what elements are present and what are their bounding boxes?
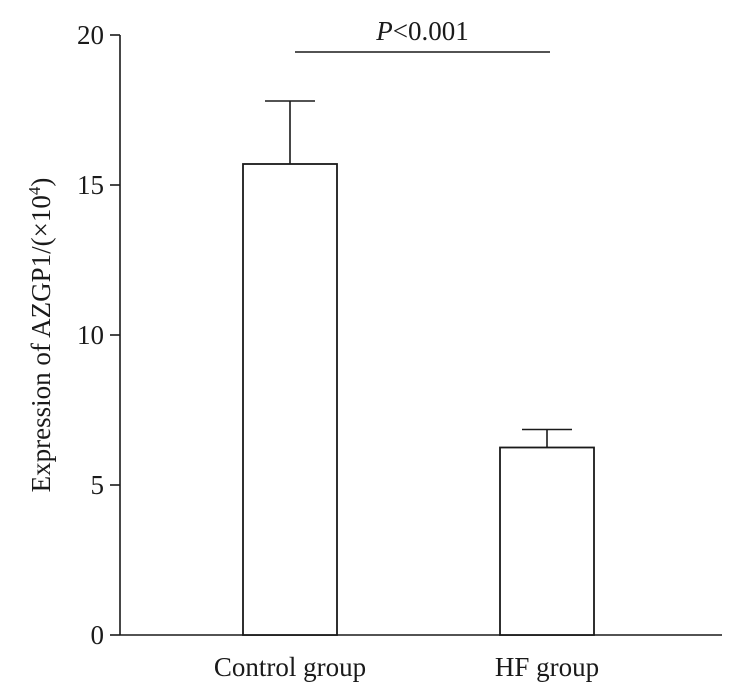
y-axis-label-prefix: Expression of AZGP1/(×10 <box>26 195 56 492</box>
bar-1 <box>499 446 595 636</box>
y-tick-label-10: 10 <box>77 320 104 350</box>
y-axis-label-suffix: ) <box>26 178 56 187</box>
significance-label: P<0.001 <box>375 16 468 46</box>
bar-0 <box>242 163 338 636</box>
y-axis-label: Expression of AZGP1/(×104) <box>25 178 56 493</box>
plot-area: 0 5 10 15 20 Control group HF group <box>77 20 722 682</box>
x-tick-label-1: HF group <box>495 652 599 682</box>
y-tick-label-15: 15 <box>77 170 104 200</box>
y-tick-label-5: 5 <box>91 470 105 500</box>
y-tick-label-20: 20 <box>77 20 104 50</box>
significance-p: P <box>375 16 393 46</box>
y-axis-label-superscript: 4 <box>25 186 44 195</box>
significance-value: <0.001 <box>393 16 469 46</box>
y-tick-label-0: 0 <box>91 620 105 650</box>
x-tick-label-0: Control group <box>214 652 366 682</box>
